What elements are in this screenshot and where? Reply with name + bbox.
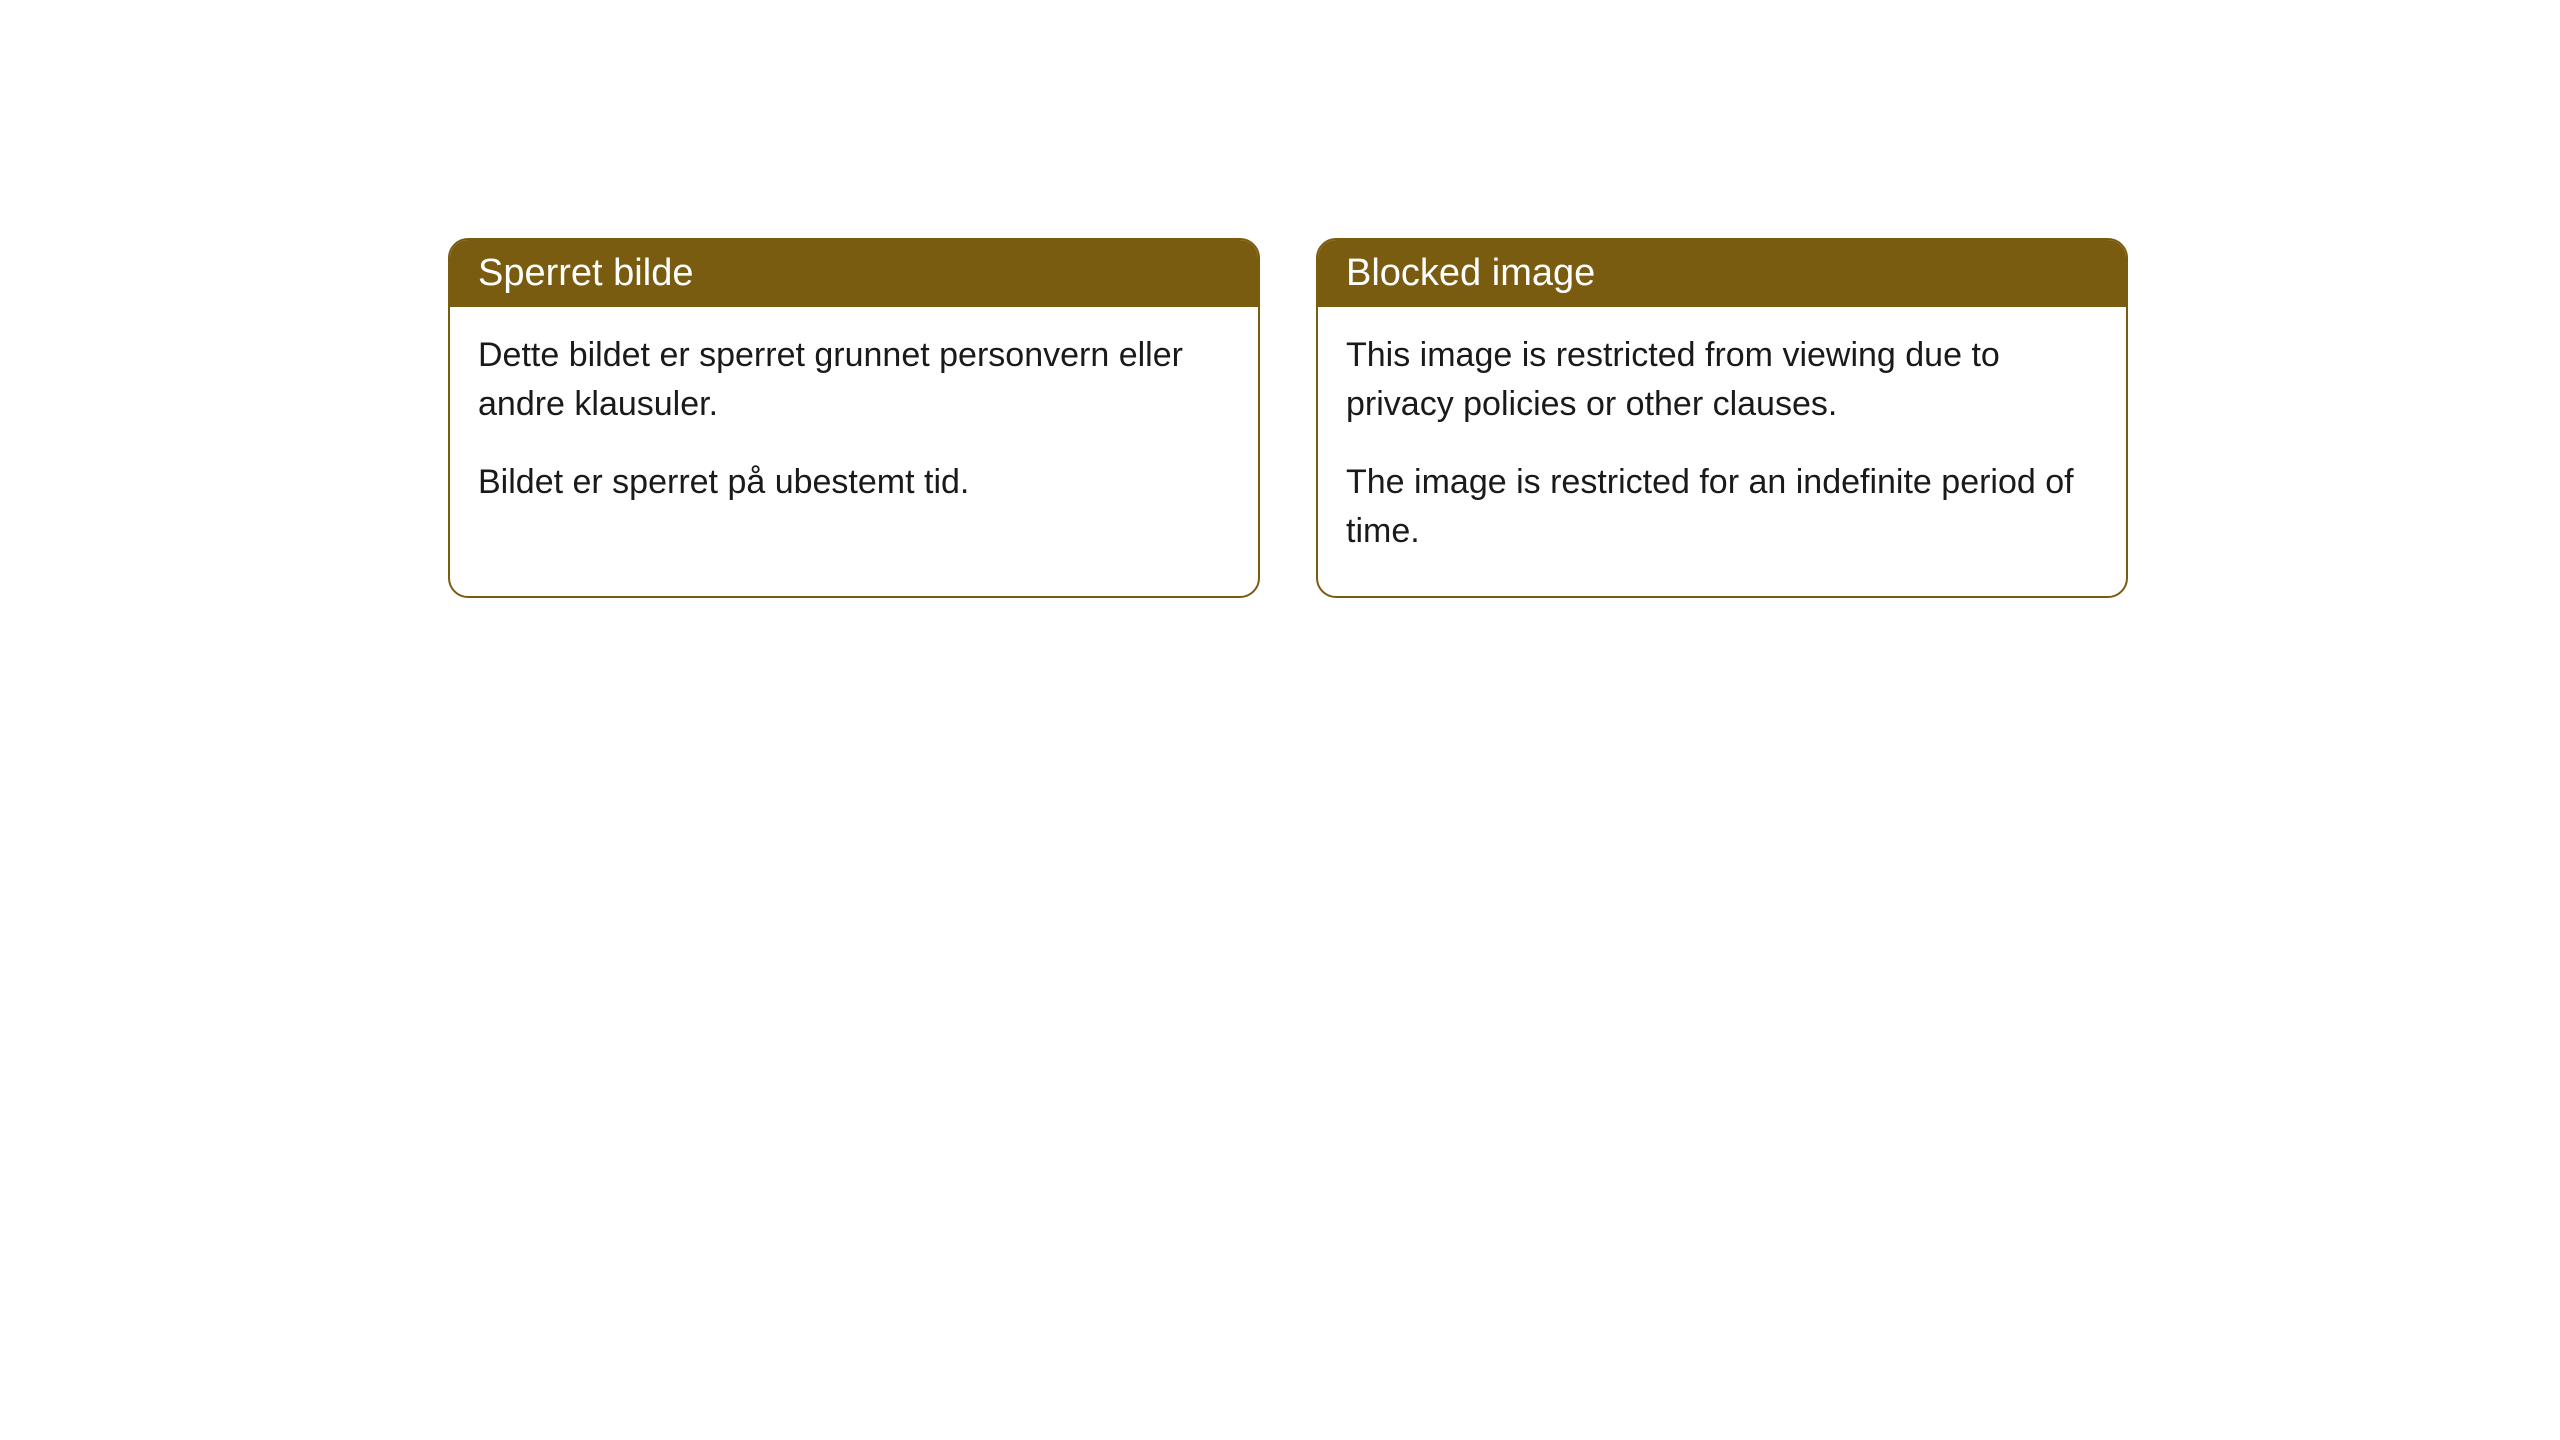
- card-paragraph: The image is restricted for an indefinit…: [1346, 458, 2098, 557]
- card-body: This image is restricted from viewing du…: [1318, 307, 2126, 596]
- blocked-image-card-no: Sperret bilde Dette bildet er sperret gr…: [448, 238, 1260, 598]
- card-header: Sperret bilde: [450, 240, 1258, 307]
- blocked-image-card-en: Blocked image This image is restricted f…: [1316, 238, 2128, 598]
- card-paragraph: Bildet er sperret på ubestemt tid.: [478, 458, 1230, 507]
- card-title: Blocked image: [1346, 252, 1595, 294]
- card-header: Blocked image: [1318, 240, 2126, 307]
- card-body: Dette bildet er sperret grunnet personve…: [450, 307, 1258, 547]
- card-paragraph: This image is restricted from viewing du…: [1346, 331, 2098, 430]
- card-paragraph: Dette bildet er sperret grunnet personve…: [478, 331, 1230, 430]
- card-title: Sperret bilde: [478, 252, 693, 294]
- cards-container: Sperret bilde Dette bildet er sperret gr…: [448, 238, 2128, 598]
